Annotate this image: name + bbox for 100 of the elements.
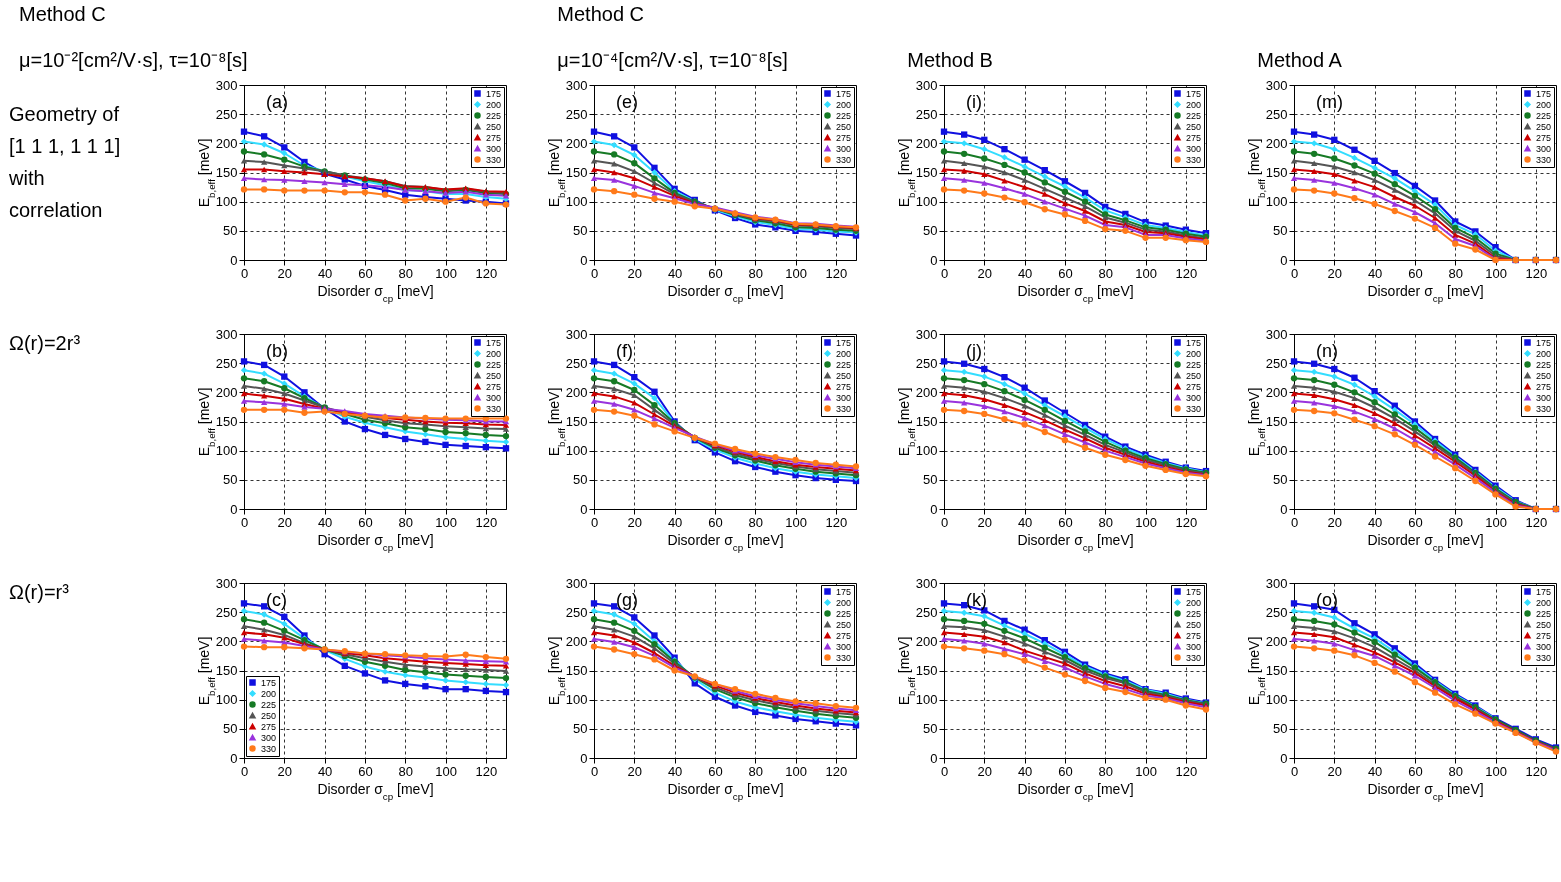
x-tick-label: 20 (627, 265, 643, 281)
legend-label: 175 (261, 677, 277, 688)
y-tick-label: 150 (215, 165, 238, 180)
x-tick-label: 0 (1290, 265, 1299, 281)
x-tick-label: 0 (1290, 514, 1299, 530)
y-tick-label: 150 (1265, 165, 1288, 180)
legend-label: 330 (261, 743, 277, 754)
y-tick-label: 250 (1265, 355, 1288, 371)
x-tick-label: 80 (398, 514, 413, 530)
x-tick-label: 80 (1448, 763, 1463, 779)
y-tick-label: 200 (1265, 633, 1288, 649)
legend-label: 250 (261, 710, 277, 721)
legend-label: 175 (1536, 88, 1552, 99)
legend-label: 225 (836, 608, 852, 619)
legend-label: 300 (836, 641, 852, 652)
legend-label: 275 (836, 132, 852, 143)
x-tick-label: 120 (1175, 763, 1198, 779)
y-tick-label: 100 (215, 692, 238, 708)
x-axis-title: Disorder σ$_{cp}$ [meV] (1017, 282, 1134, 303)
legend-label: 275 (261, 721, 277, 732)
x-tick-label: 120 (475, 265, 498, 281)
y-tick-label: 300 (215, 77, 238, 93)
y-tick-label: 200 (565, 633, 588, 649)
chart-title: Method A (1257, 49, 1343, 71)
y-tick-label: 50 (573, 721, 588, 737)
x-tick-label: 0 (1290, 763, 1299, 779)
y-tick-label: 300 (915, 77, 938, 93)
y-tick-label: 100 (215, 443, 238, 459)
legend-label: 330 (1186, 403, 1202, 414)
x-tick-label: 40 (667, 514, 683, 530)
y-tick-label: 300 (565, 326, 588, 342)
y-tick-label: 0 (1280, 501, 1288, 517)
legend-label: 300 (1186, 641, 1202, 652)
x-tick-label: 100 (1485, 265, 1507, 281)
text: Geometry of [1 1 1, 1 1 1] with correlation (8, 103, 121, 221)
x-tick-label: 20 (627, 763, 643, 779)
legend-label: 175 (1186, 337, 1202, 348)
y-tick-label: 100 (565, 443, 588, 459)
x-tick-label: 100 (1135, 763, 1157, 779)
legend-label: 275 (1536, 132, 1552, 143)
legend-label: 250 (1536, 370, 1552, 381)
x-tick-label: 60 (1058, 265, 1073, 281)
annotation: (c) (266, 590, 287, 610)
y-tick-label: 100 (915, 692, 938, 708)
y-tick-label: 100 (1265, 692, 1288, 708)
x-axis-title: Disorder σ$_{cp}$ [meV] (1367, 531, 1484, 552)
x-tick-label: 20 (627, 514, 643, 530)
legend-label: 200 (836, 597, 852, 608)
x-tick-label: 60 (708, 763, 723, 779)
x-tick-label: 100 (435, 514, 457, 530)
legend-label: 300 (1186, 392, 1202, 403)
x-tick-label: 0 (590, 514, 599, 530)
x-tick-label: 0 (240, 763, 249, 779)
x-tick-label: 80 (398, 763, 413, 779)
legend-label: 175 (486, 337, 502, 348)
y-tick-label: 300 (215, 575, 238, 591)
x-tick-label: 120 (825, 514, 848, 530)
y-tick-label: 0 (580, 750, 588, 766)
x-tick-label: 100 (785, 514, 807, 530)
legend-label: 275 (836, 630, 852, 641)
legend-label: 330 (1536, 403, 1552, 414)
x-tick-label: 60 (358, 265, 373, 281)
x-tick-label: 40 (1367, 265, 1383, 281)
x-tick-label: 40 (317, 514, 333, 530)
legend-label: 175 (486, 88, 502, 99)
legend-label: 175 (1186, 88, 1202, 99)
legend-label: 200 (1536, 597, 1552, 608)
x-tick-label: 40 (1367, 763, 1383, 779)
chart-subtitle: μ=10⁻²[cm²/V·s], τ=10⁻⁸[s] (19, 49, 248, 71)
legend-label: 225 (1186, 110, 1202, 121)
y-tick-label: 250 (215, 106, 238, 122)
x-tick-label: 100 (1135, 514, 1157, 530)
y-tick-label: 250 (915, 355, 938, 371)
legend-label: 175 (1536, 337, 1552, 348)
x-axis-title: Disorder σ$_{cp}$ [meV] (317, 780, 434, 801)
legend-label: 225 (1186, 359, 1202, 370)
y-tick-label: 200 (915, 384, 938, 400)
y-tick-label: 250 (565, 355, 588, 371)
y-tick-label: 300 (1265, 326, 1288, 342)
y-tick-label: 250 (565, 604, 588, 620)
x-tick-label: 60 (1408, 514, 1423, 530)
x-tick-label: 120 (475, 514, 498, 530)
x-axis-title: Disorder σ$_{cp}$ [meV] (1367, 282, 1484, 303)
x-tick-label: 60 (358, 763, 373, 779)
y-tick-label: 50 (223, 223, 238, 239)
y-tick-label: 200 (1265, 384, 1288, 400)
x-axis-title: Disorder σ$_{cp}$ [meV] (667, 531, 784, 552)
x-tick-label: 80 (748, 514, 763, 530)
y-tick-label: 150 (915, 414, 938, 429)
legend-label: 275 (1186, 381, 1202, 392)
legend-label: 300 (261, 732, 277, 743)
x-tick-label: 60 (708, 514, 723, 530)
legend-label: 200 (1536, 99, 1552, 110)
y-tick-label: 250 (565, 106, 588, 122)
y-tick-label: 0 (230, 750, 238, 766)
x-tick-label: 80 (1448, 265, 1463, 281)
y-tick-label: 50 (223, 472, 238, 488)
legend-label: 225 (1536, 608, 1552, 619)
x-tick-label: 20 (977, 265, 993, 281)
y-tick-label: 100 (1265, 194, 1288, 210)
